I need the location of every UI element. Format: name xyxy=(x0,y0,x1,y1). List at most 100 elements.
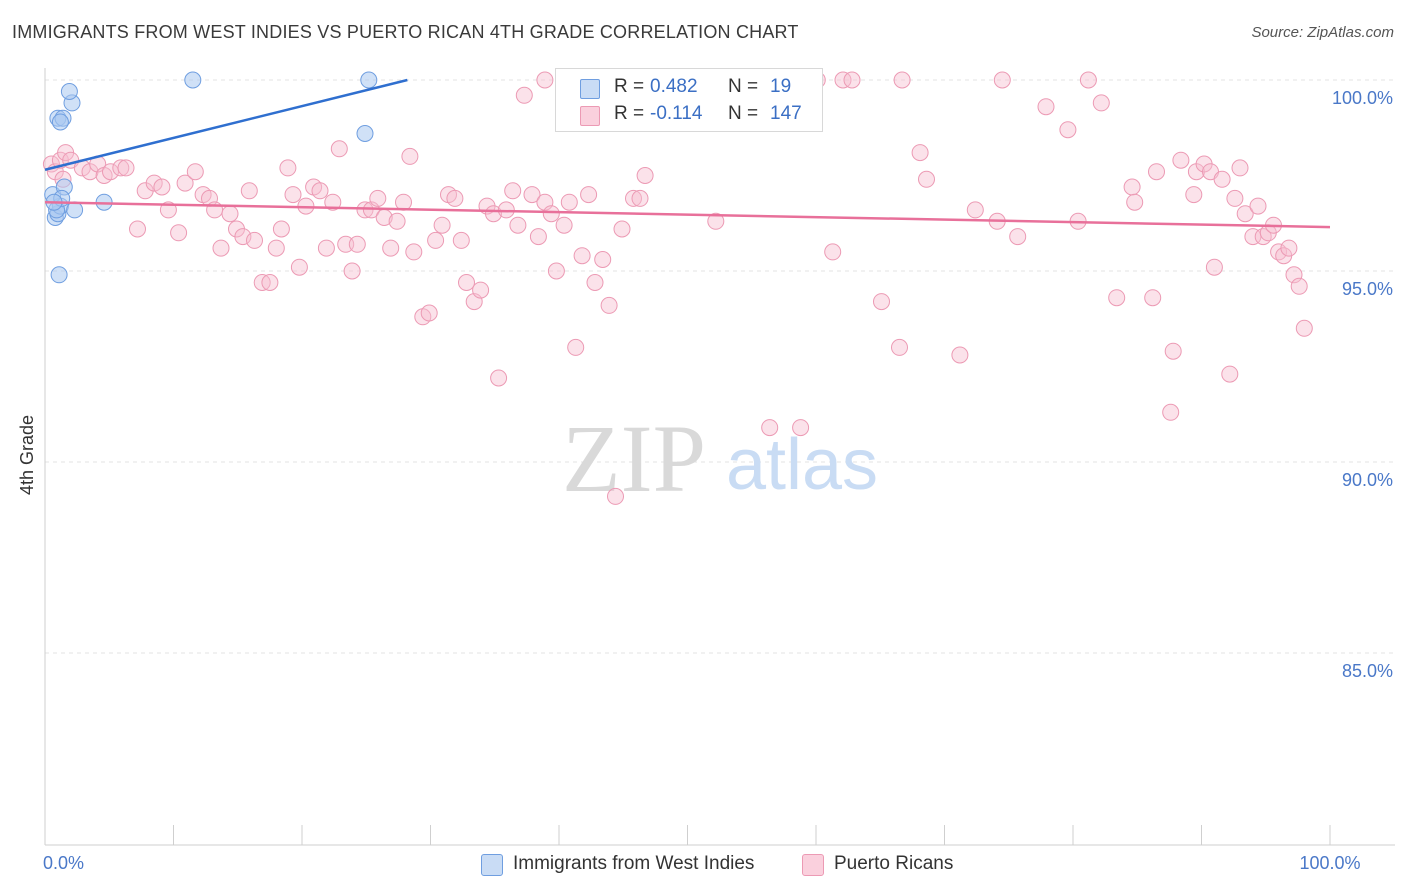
puerto-rican-point xyxy=(1249,197,1267,215)
puerto-rican-point xyxy=(1009,228,1027,246)
west-indies-point xyxy=(51,113,69,131)
puerto-rican-point xyxy=(395,193,412,211)
puerto-rican-point xyxy=(1037,98,1055,116)
puerto-rican-point xyxy=(112,159,130,177)
puerto-rican-point xyxy=(911,144,929,162)
puerto-rican-point xyxy=(515,86,533,104)
puerto-rican-point xyxy=(1144,289,1162,307)
y-tick-label: 100.0% xyxy=(1332,88,1393,108)
puerto-rican-point xyxy=(311,182,329,200)
legend-swatch-pink xyxy=(580,106,600,126)
puerto-rican-point xyxy=(1295,319,1313,337)
puerto-rican-point xyxy=(420,304,438,322)
x-tick-label: 100.0% xyxy=(1299,853,1360,873)
puerto-rican-point xyxy=(1123,178,1141,196)
chart-title: IMMIGRANTS FROM WEST INDIES VS PUERTO RI… xyxy=(12,22,799,42)
y-tick-label: 85.0% xyxy=(1342,661,1393,681)
puerto-rican-point xyxy=(348,235,366,253)
west-indies-point xyxy=(360,71,378,89)
puerto-rican-point xyxy=(145,174,163,192)
puerto-rican-point xyxy=(186,163,204,181)
puerto-rican-point xyxy=(1205,258,1223,276)
puerto-rican-point xyxy=(993,71,1011,89)
puerto-rican-point xyxy=(212,239,230,257)
y-tick-label: 90.0% xyxy=(1342,470,1393,490)
legend-r-label: R = xyxy=(614,76,645,97)
puerto-rican-point xyxy=(330,140,348,158)
west-indies-points xyxy=(44,71,378,284)
puerto-rican-point xyxy=(573,247,591,265)
puerto-rican-point xyxy=(382,239,400,257)
puerto-rican-point xyxy=(1226,189,1244,207)
bottom-legend-label: Puerto Ricans xyxy=(834,853,954,874)
puerto-rican-point xyxy=(343,262,361,280)
west-indies-point xyxy=(60,83,78,100)
puerto-rican-point xyxy=(490,369,508,387)
legend-swatch-blue xyxy=(580,79,600,99)
puerto-rican-point xyxy=(918,170,935,188)
puerto-rican-point xyxy=(1221,365,1239,383)
bottom-legend-swatch-pink xyxy=(802,854,824,876)
legend-r-value: 0.482 xyxy=(650,76,698,97)
puerto-rican-point xyxy=(117,159,135,177)
trend-lines xyxy=(44,78,1331,229)
puerto-rican-point xyxy=(843,71,861,89)
puerto-rican-point xyxy=(547,262,565,280)
puerto-rican-point xyxy=(951,346,969,364)
puerto-rican-point xyxy=(452,231,470,249)
puerto-rican-point xyxy=(290,258,308,276)
puerto-rican-point xyxy=(246,231,263,249)
west-indies-point xyxy=(66,201,84,219)
legend-r-value: -0.114 xyxy=(650,103,703,124)
puerto-rican-point xyxy=(170,224,188,242)
puerto-rican-point xyxy=(1231,159,1249,177)
puerto-rican-point xyxy=(427,231,445,249)
legend-r-label: R = xyxy=(614,103,645,124)
puerto-rican-point xyxy=(536,71,554,89)
puerto-rican-point xyxy=(586,274,604,291)
watermark-zip: ZIP xyxy=(562,405,706,512)
puerto-rican-point xyxy=(221,205,239,223)
puerto-rican-point xyxy=(324,193,342,211)
y-tick-label: 95.0% xyxy=(1342,279,1393,299)
puerto-rican-point xyxy=(1280,239,1298,257)
puerto-rican-point xyxy=(509,216,527,234)
puerto-rican-point xyxy=(873,293,890,311)
puerto-rican-point xyxy=(707,212,725,230)
puerto-rican-point xyxy=(267,239,285,257)
tick-labels: 100.0% 95.0% 90.0% 85.0% 0.0% 100.0% xyxy=(43,88,1393,873)
puerto-rican-point xyxy=(1172,151,1190,169)
puerto-rican-point xyxy=(1162,403,1180,421)
puerto-rican-point xyxy=(1092,94,1110,112)
puerto-rican-point xyxy=(129,220,146,238)
puerto-rican-point xyxy=(176,174,194,192)
puerto-rican-point xyxy=(1148,163,1165,181)
puerto-rican-point xyxy=(458,274,475,291)
puerto-rican-point xyxy=(792,419,810,437)
puerto-rican-point xyxy=(401,147,419,165)
puerto-rican-point xyxy=(613,220,631,238)
puerto-rican-point xyxy=(1164,342,1182,360)
legend-n-label: N = xyxy=(728,76,759,97)
puerto-rican-point xyxy=(580,186,598,204)
legend-n-label: N = xyxy=(728,103,759,124)
puerto-rican-point xyxy=(1290,277,1308,295)
puerto-rican-point xyxy=(631,189,649,207)
puerto-rican-point xyxy=(555,216,573,234)
puerto-rican-point xyxy=(824,243,842,261)
west-indies-point xyxy=(184,71,202,89)
legend-n-value: 147 xyxy=(770,103,802,124)
y-axis-label: 4th Grade xyxy=(17,415,37,495)
puerto-rican-point xyxy=(1185,186,1203,204)
bottom-legend-swatch-blue xyxy=(481,854,503,876)
puerto-rican-point xyxy=(560,193,578,211)
puerto-rican-point xyxy=(446,189,464,207)
puerto-rican-point xyxy=(594,251,612,268)
source-label: Source: ZipAtlas.com xyxy=(1251,24,1394,41)
puerto-rican-point xyxy=(542,205,560,223)
puerto-rican-point xyxy=(356,201,374,219)
puerto-ricans-trend-line xyxy=(44,200,1331,229)
puerto-rican-point xyxy=(600,296,618,314)
puerto-rican-point xyxy=(284,186,302,204)
